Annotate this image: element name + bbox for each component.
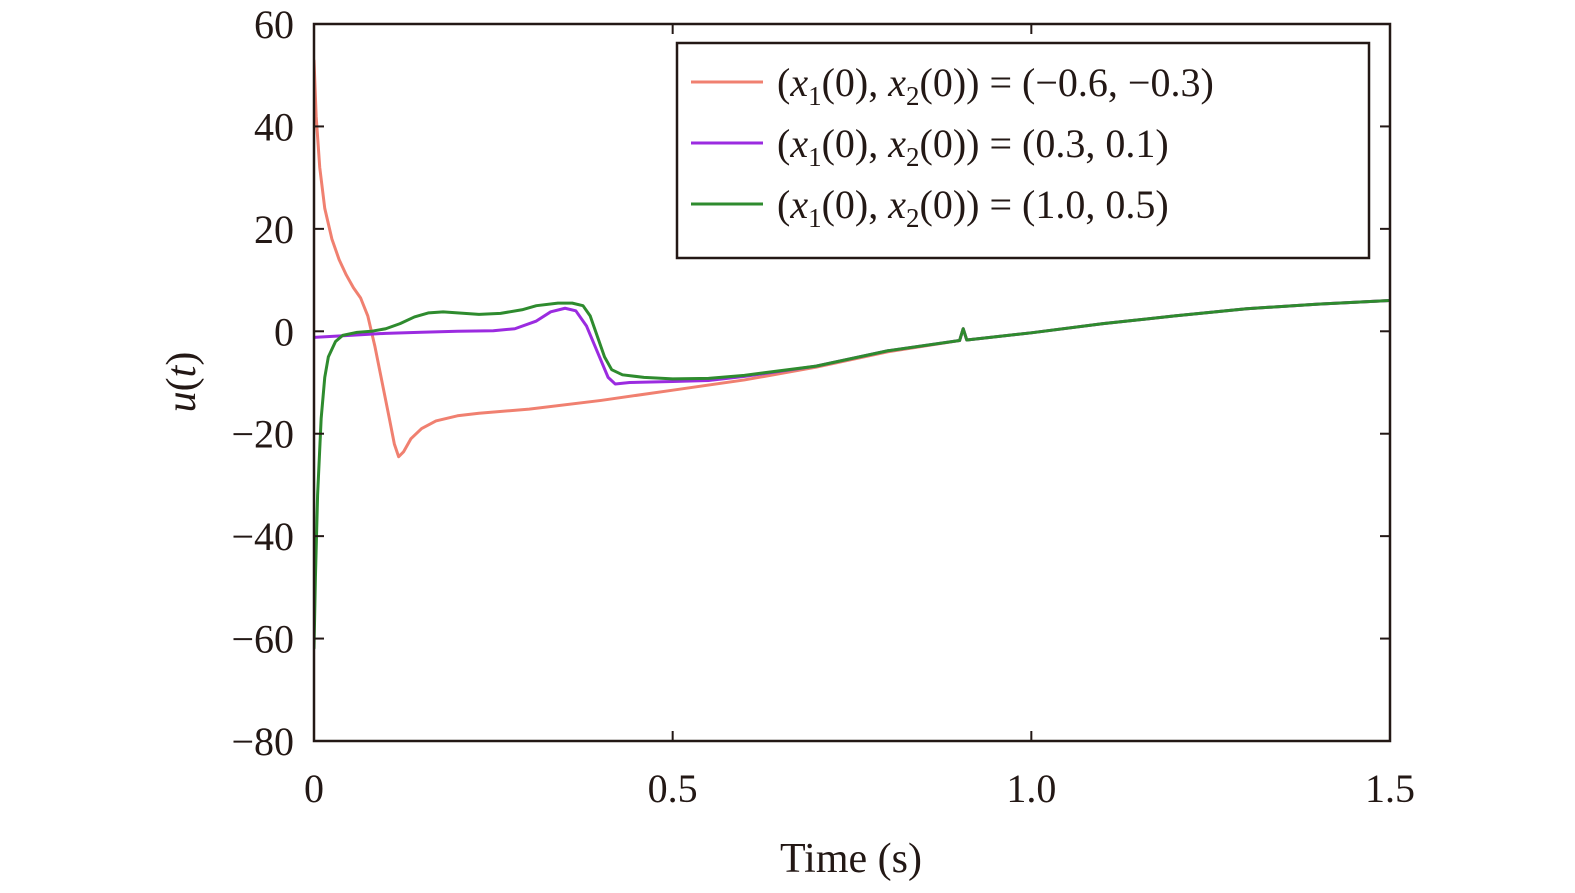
x-tick-label: 1.0 [1006, 766, 1056, 811]
y-axis-arg: t [159, 364, 205, 377]
y-axis-open: ( [159, 377, 205, 391]
y-tick-label: 0 [274, 309, 294, 354]
x-tick-label: 1.5 [1365, 766, 1415, 811]
plot-frame [312, 22, 1392, 743]
legend-label-2: (x1(0), x2(0)) = (0.3, 0.1) [777, 121, 1169, 172]
y-tick-label: −20 [231, 412, 294, 457]
y-axis-title: u(t) [159, 352, 205, 413]
y-tick-label: −40 [231, 514, 294, 559]
y-axis-var: u [159, 391, 205, 412]
y-axis-close: ) [159, 352, 205, 366]
legend-label-3: (x1(0), x2(0)) = (1.0, 0.5) [777, 182, 1169, 233]
x-tick-label: 0.5 [648, 766, 698, 811]
x-tick-label: 0 [304, 766, 324, 811]
series-line-3 [314, 299, 1390, 649]
y-tick-label: −80 [231, 719, 294, 764]
y-tick-label: 40 [254, 104, 294, 149]
legend-label-1: (x1(0), x2(0)) = (−0.6, −0.3) [777, 60, 1214, 111]
y-tick-label: 60 [254, 2, 294, 47]
legend: (x1(0), x2(0)) = (−0.6, −0.3) (x1(0), x2(… [675, 41, 1371, 260]
series-layer [314, 59, 1390, 649]
legend-rows: (x1(0), x2(0)) = (−0.6, −0.3) (x1(0), x2(… [691, 60, 1214, 233]
legend-box [675, 41, 1371, 260]
x-axis-title: Time (s) [780, 836, 922, 882]
y-tick-label: 20 [254, 207, 294, 252]
y-tick-label: −60 [231, 617, 294, 662]
